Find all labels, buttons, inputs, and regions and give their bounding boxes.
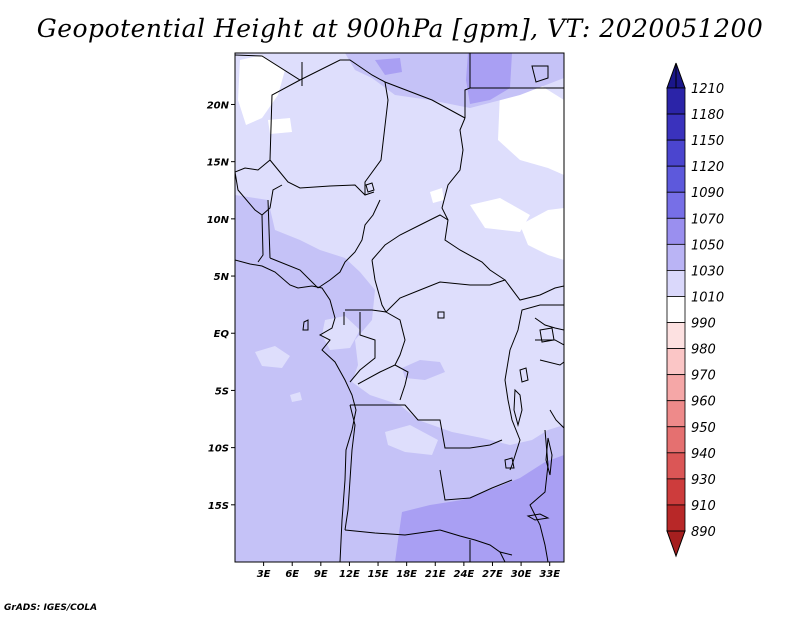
colorbar-swatch — [666, 270, 686, 297]
lat-tick-label: 5N — [214, 272, 230, 283]
colorbar-label: 1070 — [691, 212, 724, 227]
colorbar-label: 1030 — [691, 264, 724, 279]
colorbar-label: 1150 — [691, 134, 724, 149]
colorbar-swatch — [666, 374, 686, 402]
colorbar-swatch — [666, 478, 686, 506]
lat-axis: 20N 15N 10N 5N EQ 5S 10S 15S — [207, 100, 235, 512]
country-borders — [235, 53, 564, 562]
colorbar-label: 1090 — [691, 186, 724, 201]
lon-tick-label: 33E — [539, 569, 560, 580]
colorbar-label: 940 — [691, 447, 716, 462]
lat-tick-label: 15S — [208, 501, 229, 512]
lat-tick-label: EQ — [214, 329, 230, 340]
colorbar-swatch — [666, 217, 686, 245]
map-panel — [235, 53, 564, 562]
colorbar-label: 1210 — [691, 82, 724, 97]
colorbar-swatch — [666, 452, 686, 480]
colorbar-label: 970 — [691, 369, 716, 384]
map-frame — [234, 52, 565, 563]
colorbar-swatch — [666, 139, 686, 167]
colorbar-swatch — [666, 165, 686, 193]
lon-tick-label: 9E — [314, 569, 328, 580]
colorbar-swatch — [666, 322, 686, 349]
colorbar-label: 960 — [691, 395, 716, 410]
colorbar-swatch — [666, 400, 686, 428]
lon-tick-label: 30E — [511, 569, 532, 580]
lon-tick-label: 12E — [339, 569, 360, 580]
coastline — [235, 65, 549, 562]
colorbar-top-arrow-left — [666, 62, 677, 89]
lakes — [302, 182, 555, 521]
fill-1010-1030-patches — [255, 316, 438, 455]
colorbar-top-arrow — [675, 62, 686, 89]
colorbar: 1210 1180 1150 1120 1090 1070 1050 1030 1010 990 9… — [666, 62, 724, 558]
lat-tick-label: 15N — [207, 158, 230, 169]
chart-title: Geopotential Height at 900hPa [gpm], VT:… — [36, 14, 764, 43]
colorbar-swatch — [666, 504, 686, 532]
colorbar-label: 890 — [691, 525, 716, 540]
colorbar-swatch — [666, 243, 686, 271]
colorbar-swatch — [666, 113, 686, 141]
lon-tick-label: 27E — [482, 569, 503, 580]
credit-text: GrADS: IGES/COLA — [4, 603, 98, 613]
fill-1050-1070 — [375, 53, 564, 562]
colorbar-swatch — [666, 426, 686, 454]
colorbar-label: 930 — [691, 473, 716, 488]
colorbar-label: 1050 — [691, 238, 724, 253]
lon-tick-label: 24E — [453, 569, 474, 580]
lon-tick-label: 15E — [368, 569, 389, 580]
lon-tick-label: 6E — [285, 569, 299, 580]
colorbar-label: 950 — [691, 421, 716, 436]
colorbar-label: 980 — [691, 343, 716, 358]
lat-tick-label: 10N — [207, 215, 230, 226]
colorbar-label: 990 — [691, 317, 716, 332]
fill-below-1010 — [238, 55, 564, 260]
lon-tick-label: 3E — [257, 569, 271, 580]
colorbar-bottom-arrow — [666, 530, 686, 558]
lat-tick-label: 10S — [208, 444, 229, 455]
colorbar-swatch — [666, 87, 686, 115]
colorbar-label: 910 — [691, 499, 716, 514]
colorbar-swatch — [666, 296, 686, 323]
colorbar-swatch — [666, 348, 686, 376]
lat-tick-label: 5S — [215, 386, 229, 397]
colorbar-label: 1120 — [691, 160, 724, 175]
colorbar-label: 1180 — [691, 108, 724, 123]
colorbar-swatch — [666, 191, 686, 219]
lat-tick-label: 20N — [207, 100, 230, 111]
lon-tick-label: 21E — [425, 569, 446, 580]
colorbar-label: 1010 — [691, 290, 724, 305]
lon-tick-label: 18E — [396, 569, 417, 580]
lon-axis: 3E 6E 9E 12E 15E 18E 21E 24E 27E 30E 33E — [257, 562, 560, 580]
